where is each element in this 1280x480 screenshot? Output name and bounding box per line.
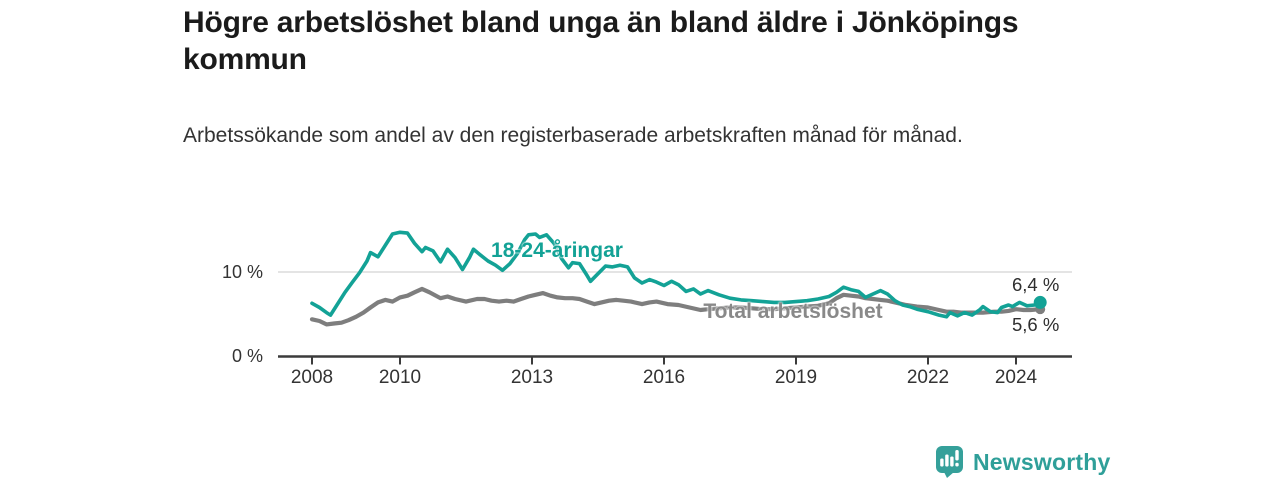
end-dot-18-24 xyxy=(1033,295,1047,309)
x-tick-label: 2024 xyxy=(995,367,1038,388)
y-axis-label-10: 10 % xyxy=(221,262,263,282)
series-line-18-24 xyxy=(310,230,1042,319)
series-label-18-24: 18-24-åringar xyxy=(491,239,623,262)
page-subtitle: Arbetssökande som andel av den registerb… xyxy=(183,124,963,147)
page-title: Högre arbetslöshet bland unga än bland ä… xyxy=(183,6,1019,76)
x-tick-label: 2016 xyxy=(643,367,685,388)
series-label-total: Total arbetslöshet xyxy=(703,300,883,323)
newsworthy-logo: Newsworthy xyxy=(936,446,1110,478)
y-axis-label-0: 0 % xyxy=(231,346,263,366)
end-value-18-24: 6,4 % xyxy=(1012,274,1060,295)
end-value-total: 5,6 % xyxy=(1012,314,1060,335)
x-tick-label: 2019 xyxy=(775,367,817,388)
x-tick-label: 2008 xyxy=(291,367,333,388)
newsworthy-wordmark: Newsworthy xyxy=(973,448,1111,475)
series-line-total xyxy=(309,286,1043,327)
x-tick-label: 2022 xyxy=(907,367,949,388)
newsworthy-bubble-chart-icon xyxy=(936,446,963,478)
x-tick-label: 2010 xyxy=(379,367,421,388)
x-tick-label: 2013 xyxy=(511,367,553,388)
